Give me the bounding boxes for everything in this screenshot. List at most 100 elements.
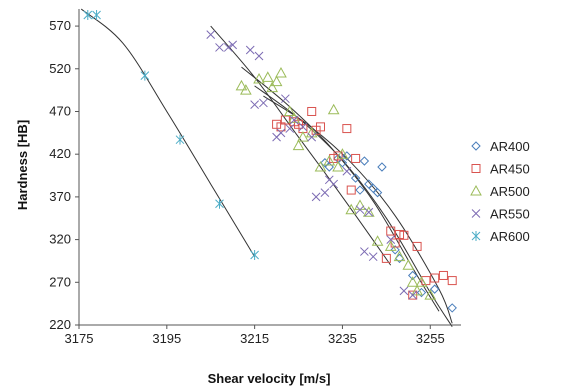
data-point-ar550 <box>329 179 339 189</box>
data-point-ar400 <box>372 187 383 198</box>
series-ar500 <box>235 67 437 300</box>
x-tick-label: 3215 <box>240 331 269 346</box>
data-point-ar550 <box>342 166 352 176</box>
data-point-ar500 <box>283 105 296 116</box>
data-point-ar550 <box>355 205 365 215</box>
data-point-ar500 <box>270 75 283 87</box>
data-point-ar400 <box>342 151 352 161</box>
y-tick-label: 570 <box>49 18 71 33</box>
data-point-ar550 <box>364 207 374 217</box>
data-point-ar550 <box>223 43 233 52</box>
data-point-ar450 <box>346 185 356 195</box>
data-point-ar500 <box>415 276 428 287</box>
data-point-ar400 <box>390 245 400 255</box>
data-point-ar550 <box>298 122 308 132</box>
legend-marker-ar500 <box>470 184 482 196</box>
x-tick-label: 3235 <box>328 331 357 346</box>
data-point-ar550 <box>360 247 369 256</box>
data-point-ar450 <box>412 241 422 251</box>
y-tick-label: 520 <box>49 61 71 76</box>
data-point-ar600 <box>92 9 101 20</box>
data-point-ar550 <box>206 30 216 39</box>
data-point-ar550 <box>408 290 418 300</box>
data-point-ar450 <box>315 122 325 132</box>
data-point-ar500 <box>402 259 415 270</box>
data-point-ar400 <box>447 303 457 313</box>
data-point-ar450 <box>386 226 396 236</box>
data-point-ar400 <box>377 162 387 172</box>
data-point-ar600 <box>83 9 93 20</box>
data-point-ar450 <box>381 253 391 263</box>
legend-marker-ar400 <box>471 141 481 151</box>
y-tick-label: 370 <box>49 189 71 204</box>
data-point-ar550 <box>245 45 255 55</box>
legend-item-ar400: AR400 <box>471 139 530 154</box>
data-point-ar450 <box>351 153 361 163</box>
data-point-ar400 <box>359 156 370 166</box>
data-point-ar450 <box>430 273 440 283</box>
data-point-ar550 <box>250 100 259 110</box>
data-point-ar600 <box>140 70 150 81</box>
data-point-ar500 <box>393 250 406 262</box>
data-point-ar550 <box>276 128 286 138</box>
y-tick-label: 270 <box>49 274 71 289</box>
data-point-ar500 <box>275 67 287 78</box>
data-point-ar550 <box>254 51 264 61</box>
legend-marker-ar550 <box>471 209 481 218</box>
data-point-ar500 <box>332 160 344 172</box>
y-axis-title: Hardness [HB] <box>15 120 30 210</box>
data-point-ar550 <box>281 94 290 104</box>
trendline-ar550 <box>210 25 392 266</box>
data-point-ar500 <box>323 154 336 166</box>
series-ar400 <box>320 151 457 313</box>
legend-marker-ar600 <box>471 231 481 241</box>
data-point-ar550 <box>259 98 268 108</box>
y-axis-ticks: 220 270 320 370 420 470 520 570 <box>49 18 79 332</box>
data-point-ar500 <box>411 284 423 296</box>
x-axis-ticks: 3175 3195 3215 3235 3255 <box>65 325 445 346</box>
data-point-ar450 <box>399 230 409 240</box>
data-point-ar550 <box>228 40 238 50</box>
x-axis-title: Shear velocity [m/s] <box>208 371 331 386</box>
data-point-ar500 <box>362 206 375 217</box>
legend-label: AR600 <box>490 229 530 244</box>
data-point-ar500 <box>336 148 349 159</box>
y-tick-label: 320 <box>49 232 71 247</box>
data-point-ar550 <box>289 115 299 125</box>
data-point-ar500 <box>314 160 327 172</box>
data-point-ar500 <box>424 289 437 300</box>
series-ar450 <box>272 106 457 300</box>
legend: AR400 AR450 AR500 AR550 AR600 <box>470 139 530 244</box>
data-point-ar400 <box>416 287 427 298</box>
data-point-ar500 <box>235 79 248 91</box>
data-point-ar500 <box>261 71 274 82</box>
data-point-ar450 <box>342 124 352 134</box>
data-point-ar600 <box>175 134 185 145</box>
data-point-ar400 <box>350 173 361 183</box>
legend-label: AR400 <box>490 139 530 154</box>
data-point-ar450 <box>333 151 343 161</box>
data-point-ar500 <box>406 276 419 287</box>
series-ar550 <box>206 30 418 300</box>
data-point-ar600 <box>250 249 259 260</box>
data-point-ar600 <box>215 198 224 209</box>
data-point-ar400 <box>337 158 348 168</box>
y-tick-label: 220 <box>49 317 71 332</box>
data-point-ar550 <box>311 192 321 202</box>
legend-label: AR500 <box>490 184 530 199</box>
data-point-ar450 <box>307 106 317 116</box>
legend-item-ar500: AR500 <box>470 184 530 199</box>
data-point-ar500 <box>240 84 252 95</box>
y-tick-label: 470 <box>49 103 71 118</box>
legend-marker-ar450 <box>471 164 481 173</box>
data-point-ar400 <box>355 185 365 195</box>
data-point-ar500 <box>266 81 279 93</box>
data-point-ar500 <box>345 203 358 215</box>
legend-item-ar550: AR550 <box>471 207 530 222</box>
legend-label: AR550 <box>490 207 530 222</box>
data-point-ar450 <box>280 115 290 125</box>
plot-area <box>79 9 461 325</box>
x-tick-label: 3175 <box>65 331 94 346</box>
y-tick-label: 420 <box>49 146 71 161</box>
